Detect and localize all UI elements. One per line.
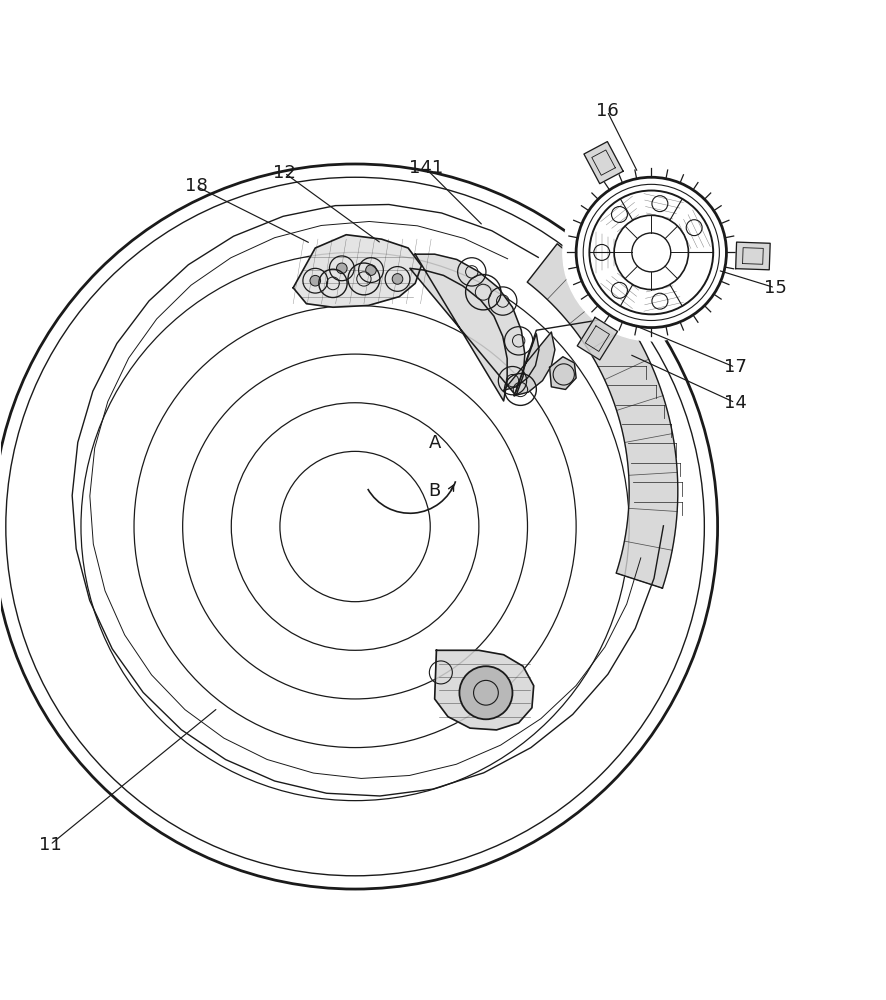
Polygon shape xyxy=(409,254,525,401)
Text: 17: 17 xyxy=(723,358,746,376)
Text: 16: 16 xyxy=(595,102,618,120)
Polygon shape xyxy=(583,142,623,184)
Text: 12: 12 xyxy=(273,164,295,182)
Polygon shape xyxy=(549,357,576,389)
Circle shape xyxy=(0,164,717,889)
Polygon shape xyxy=(434,650,533,730)
Circle shape xyxy=(392,274,402,284)
Circle shape xyxy=(563,164,739,341)
Circle shape xyxy=(365,265,376,275)
Polygon shape xyxy=(503,332,555,396)
Text: A: A xyxy=(428,434,440,452)
Text: 141: 141 xyxy=(408,159,442,177)
Text: 15: 15 xyxy=(763,279,786,297)
Text: 14: 14 xyxy=(723,394,746,412)
Polygon shape xyxy=(577,317,617,360)
Text: 11: 11 xyxy=(39,836,61,854)
Text: 18: 18 xyxy=(184,177,207,195)
Polygon shape xyxy=(734,242,769,270)
Polygon shape xyxy=(526,244,677,588)
Circle shape xyxy=(336,263,346,274)
Circle shape xyxy=(309,275,320,286)
Polygon shape xyxy=(293,235,421,307)
Text: B: B xyxy=(428,482,440,500)
Circle shape xyxy=(459,666,512,719)
